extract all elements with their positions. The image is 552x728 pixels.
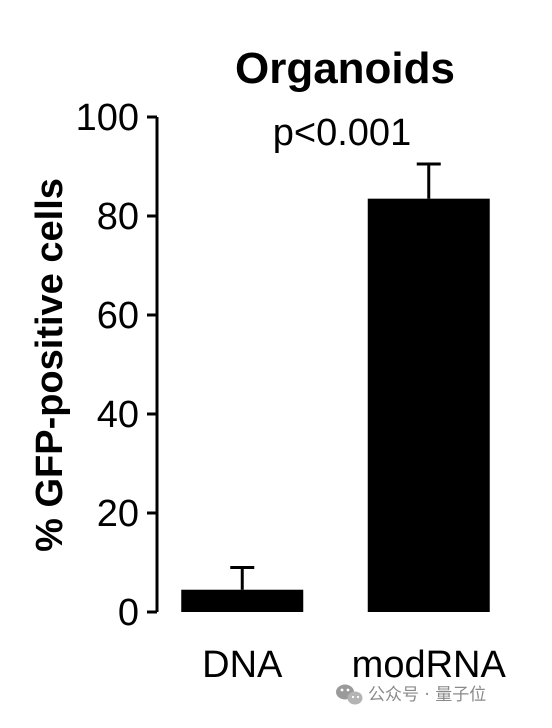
y-tick-label: 100 [76, 97, 139, 139]
y-axis-label: % GFP-positive cells [29, 178, 71, 552]
x-axis-labels: DNA modRNA [202, 644, 506, 686]
y-tick-label: 80 [97, 196, 139, 238]
y-tick-label: 40 [97, 394, 139, 436]
y-tick-label: 0 [118, 592, 139, 634]
bar-modrna [367, 198, 490, 613]
bar-dna [181, 589, 304, 612]
bars [181, 162, 490, 613]
y-tick-label: 20 [97, 493, 139, 535]
y-tick-label: 60 [97, 295, 139, 337]
p-value-annotation: p<0.001 [273, 112, 411, 154]
watermark: 公众号 · 量子位 [336, 684, 486, 705]
y-axis: 0 20 40 60 80 100 [76, 97, 159, 634]
watermark-text: 公众号 · 量子位 [368, 685, 486, 705]
chart-title: Organoids [235, 44, 455, 93]
x-tick-label-modrna: modRNA [352, 644, 507, 686]
x-tick-label-dna: DNA [202, 644, 283, 686]
wechat-icon [336, 684, 363, 705]
